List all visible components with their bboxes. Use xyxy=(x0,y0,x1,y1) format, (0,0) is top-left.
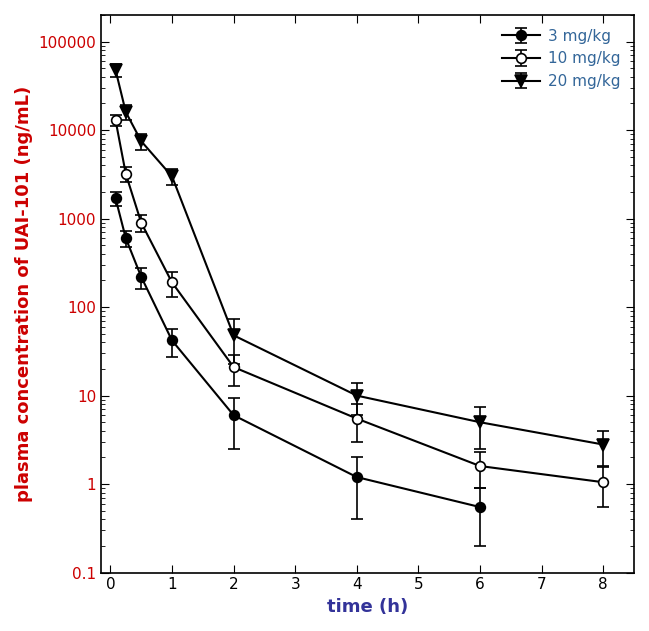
Y-axis label: plasma concentration of UAI-101 (ng/mL): plasma concentration of UAI-101 (ng/mL) xyxy=(15,86,33,502)
Legend: 3 mg/kg, 10 mg/kg, 20 mg/kg: 3 mg/kg, 10 mg/kg, 20 mg/kg xyxy=(496,23,626,95)
X-axis label: time (h): time (h) xyxy=(327,598,408,616)
